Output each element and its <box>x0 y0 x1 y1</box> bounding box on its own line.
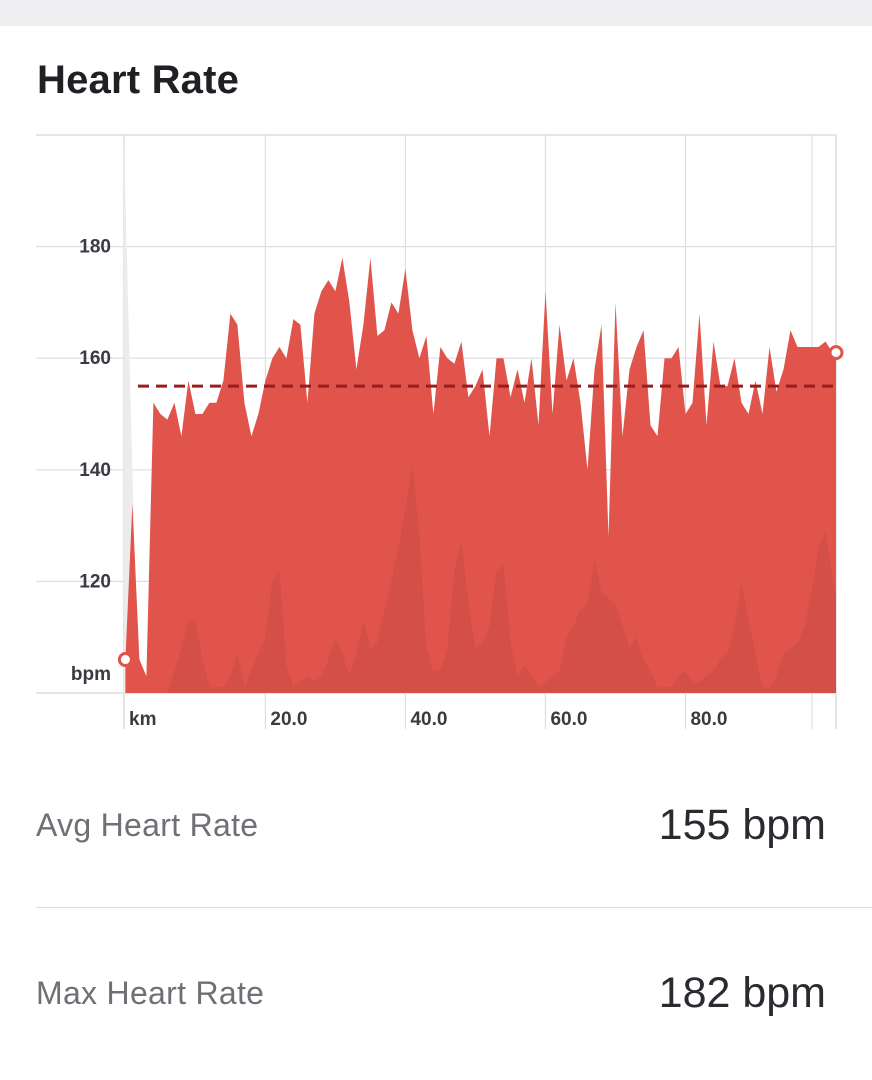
start-point-marker <box>117 652 133 668</box>
chart-area-layer <box>124 140 836 693</box>
chart-markers <box>117 345 844 668</box>
x-axis-unit-label: km <box>129 709 156 730</box>
y-axis-unit-label: bpm <box>71 664 111 685</box>
y-tick-label-140: 140 <box>79 460 111 481</box>
y-tick-label-160: 160 <box>79 348 111 369</box>
avg-heart-rate-label: Avg Heart Rate <box>36 806 259 843</box>
chart-labels: 120 140 160 180 bpm km 20.0 40.0 60.0 80.0 <box>71 237 728 730</box>
heart-rate-chart[interactable]: 120 140 160 180 bpm km 20.0 40.0 60.0 80.0 <box>0 120 872 740</box>
y-tick-label-120: 120 <box>79 571 111 592</box>
x-tick-label-80: 80.0 <box>690 709 727 730</box>
max-heart-rate-value: 182 bpm <box>658 968 826 1017</box>
stats-divider <box>36 907 872 908</box>
heart-rate-area <box>125 257 836 693</box>
max-heart-rate-label: Max Heart Rate <box>36 974 265 1011</box>
top-strip <box>0 0 872 26</box>
elevation-backdrop-area <box>125 464 836 693</box>
avg-heart-rate-value: 155 bpm <box>658 800 826 849</box>
max-heart-rate-row: Max Heart Rate 182 bpm <box>36 953 826 1033</box>
end-point-marker <box>828 345 844 361</box>
avg-heart-rate-row: Avg Heart Rate 155 bpm <box>36 785 826 865</box>
x-tick-label-20: 20.0 <box>270 709 307 730</box>
y-tick-label-180: 180 <box>79 237 111 258</box>
x-tick-label-40: 40.0 <box>410 709 447 730</box>
x-tick-label-60: 60.0 <box>550 709 587 730</box>
card-title: Heart Rate <box>37 58 240 102</box>
